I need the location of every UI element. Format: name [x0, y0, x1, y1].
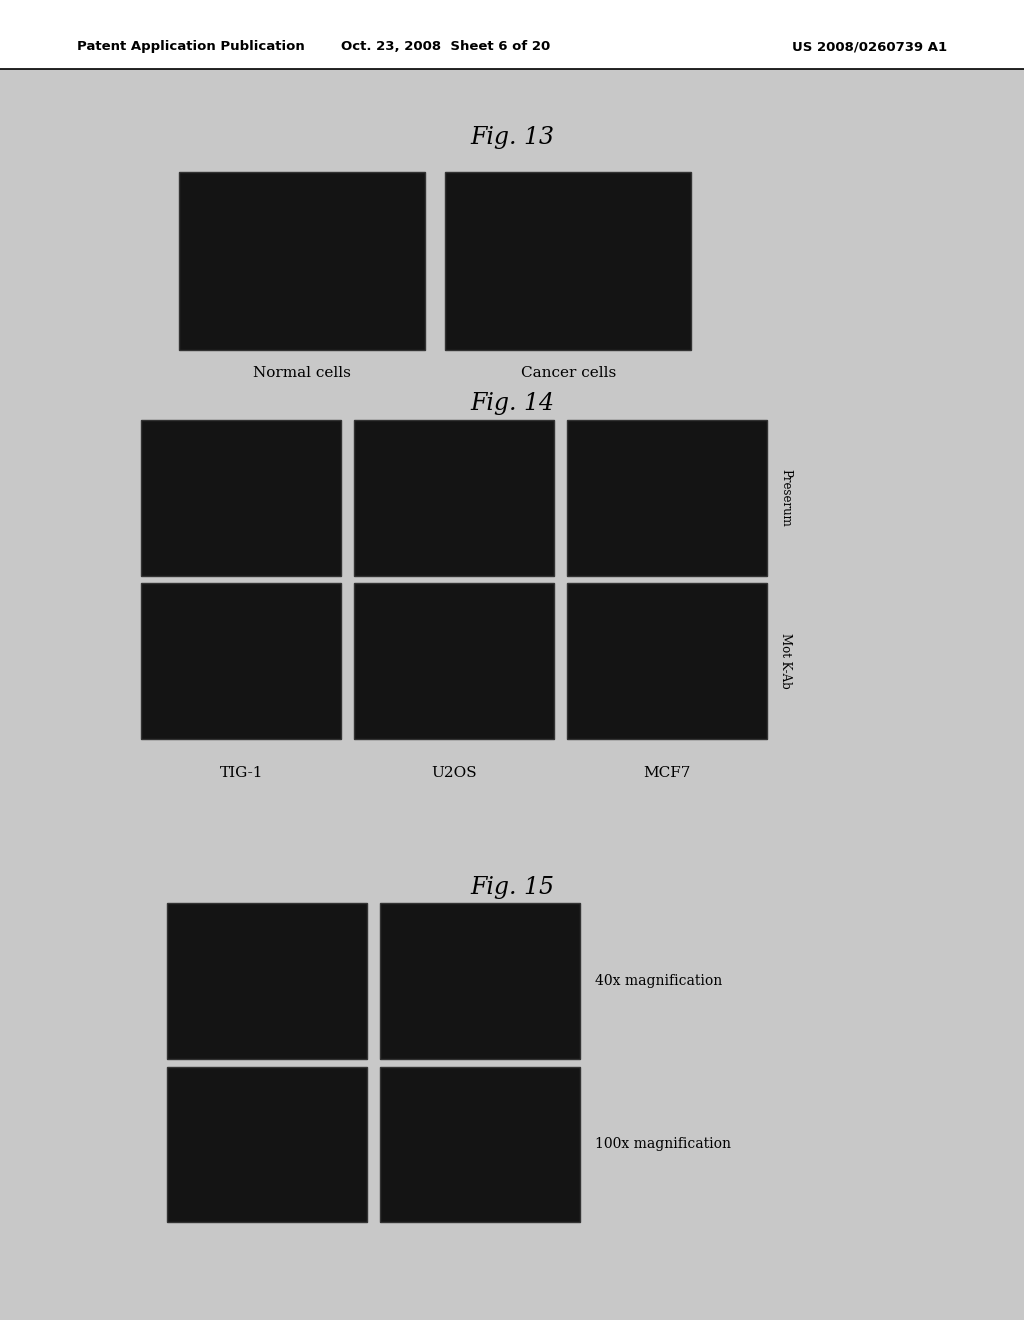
Bar [380, 1067, 580, 1222]
Text: Oct. 23, 2008  Sheet 6 of 20: Oct. 23, 2008 Sheet 6 of 20 [341, 41, 550, 53]
Text: Preserum: Preserum [779, 469, 792, 527]
Bar [167, 903, 367, 1059]
Text: Fig. 13: Fig. 13 [470, 125, 554, 149]
Text: U2OS: U2OS [431, 766, 477, 780]
Bar [179, 172, 425, 350]
Text: MCF7: MCF7 [643, 766, 691, 780]
Bar [167, 1067, 367, 1222]
Text: Mot K-Ab: Mot K-Ab [779, 634, 792, 689]
Text: Normal cells: Normal cells [253, 366, 351, 380]
Bar [141, 420, 341, 576]
Bar [567, 420, 767, 576]
Bar [380, 903, 580, 1059]
Bar [354, 420, 554, 576]
Text: 100x magnification: 100x magnification [595, 1138, 731, 1151]
Text: Fig. 14: Fig. 14 [470, 392, 554, 416]
Text: Cancer cells: Cancer cells [520, 366, 616, 380]
Bar [445, 172, 691, 350]
Bar [567, 583, 767, 739]
Bar [141, 583, 341, 739]
Text: TIG-1: TIG-1 [219, 766, 263, 780]
Text: 40x magnification: 40x magnification [595, 974, 722, 987]
Text: Patent Application Publication: Patent Application Publication [77, 41, 304, 53]
Bar [354, 583, 554, 739]
Bar [0, 0, 1024, 69]
Text: Fig. 15: Fig. 15 [470, 875, 554, 899]
Text: US 2008/0260739 A1: US 2008/0260739 A1 [793, 41, 947, 53]
